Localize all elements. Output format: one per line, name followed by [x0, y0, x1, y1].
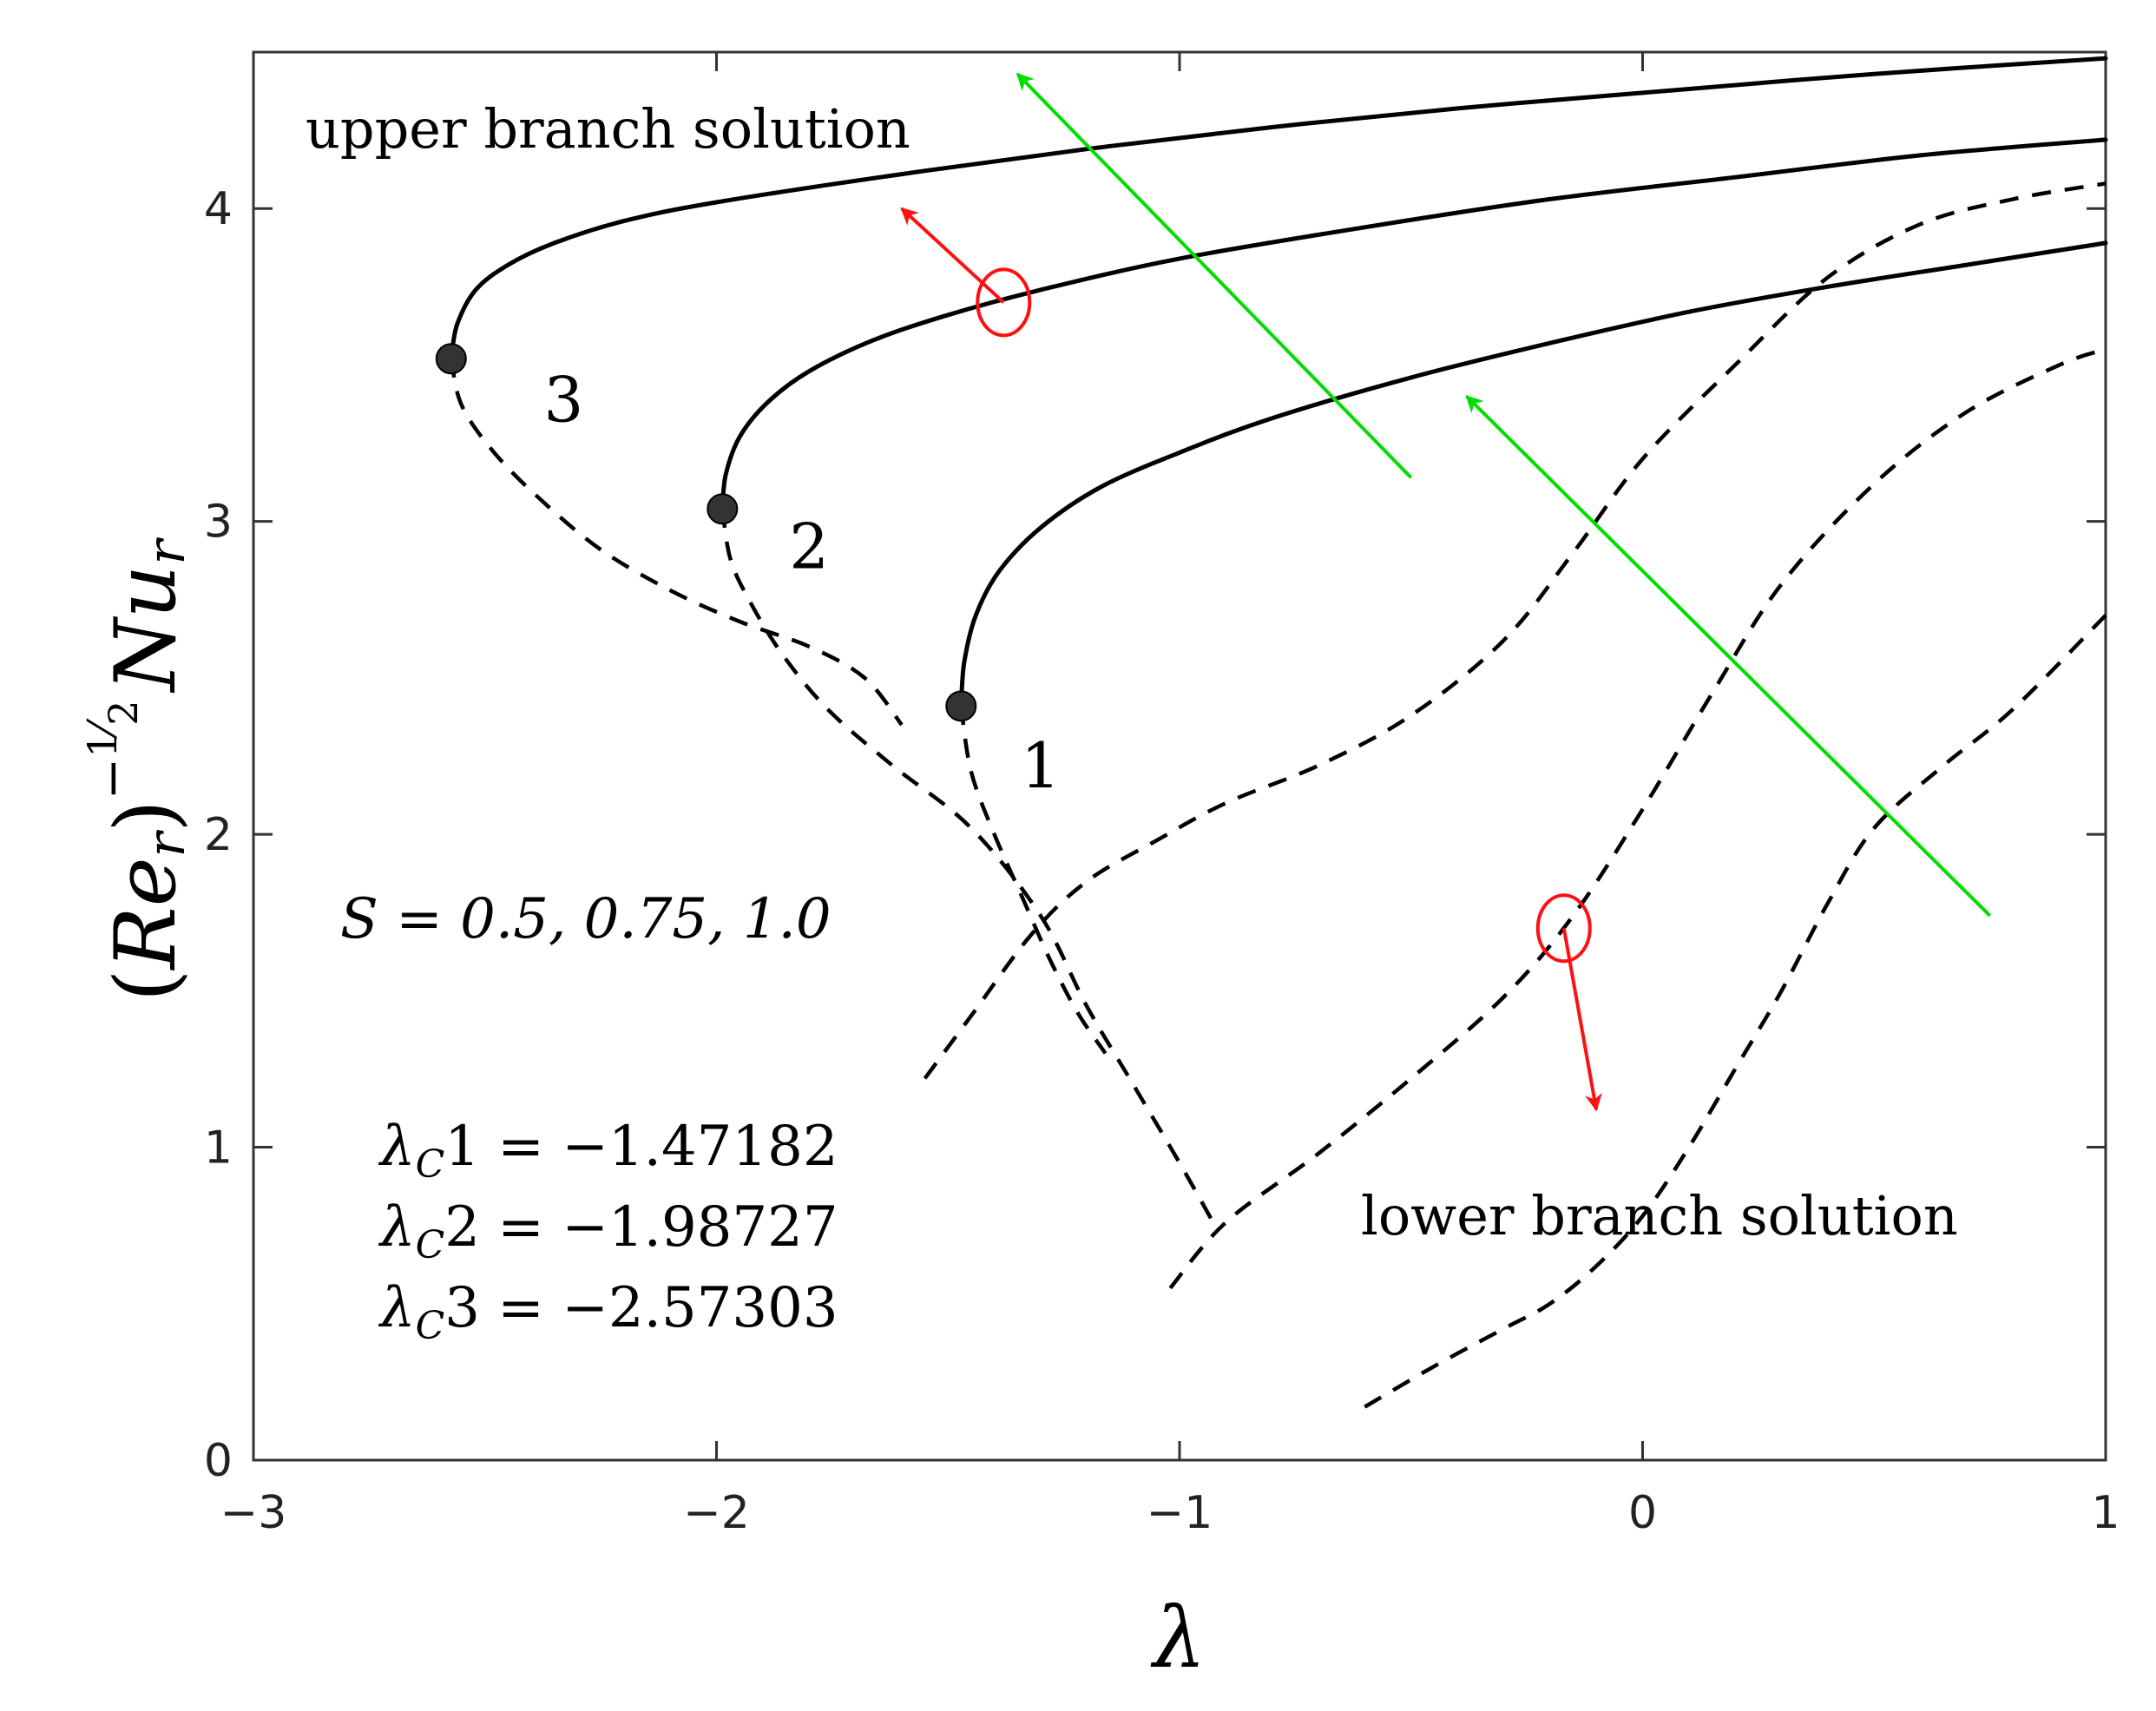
- critical-values: λC1 = −1.47182 λC2 = −1.98727 λC3 = −2.5…: [378, 1115, 838, 1348]
- x-axis-label: λ: [1150, 1589, 1206, 1687]
- curve-3-lower-branch: [449, 358, 904, 727]
- curve-1-lower-branch: [923, 181, 2107, 1080]
- y-tick-label: 4: [204, 183, 233, 235]
- y-tick-label: 3: [204, 497, 233, 549]
- arrows: [900, 72, 1992, 1112]
- y-label-nu: Nu: [97, 565, 194, 694]
- curve-labels: 1 2 3: [544, 363, 1061, 802]
- y-label-close: ): [97, 800, 194, 832]
- red-arrow: [900, 207, 1005, 304]
- y-tick-label: 2: [204, 809, 233, 861]
- y-label-re-sub: r: [136, 829, 197, 857]
- green-arrow: [1465, 395, 1992, 918]
- critical-value-2: λC2 = −1.98727: [378, 1195, 838, 1267]
- curve-3-upper-branch: [449, 56, 2108, 361]
- upper-branch-label: upper branch solution: [306, 97, 910, 161]
- green-arrow: [1016, 72, 1413, 479]
- curve-2-upper-branch: [720, 137, 2108, 511]
- axis-ticks: −3 −2 −1 0 1 0 1 2 3 4: [204, 52, 2120, 1539]
- x-tick-label: −3: [220, 1487, 287, 1539]
- critical-point-3: [435, 343, 467, 375]
- y-label-exp-num: 1: [79, 732, 126, 757]
- curve-1-lower-branch: [959, 705, 1108, 1055]
- curve-number-label: 3: [544, 363, 584, 436]
- red-ellipse: [1535, 893, 1592, 964]
- x-tick-label: −2: [683, 1487, 750, 1539]
- y-tick-label: 1: [204, 1122, 233, 1175]
- parameter-label: S = 0.5, 0.75, 1.0: [340, 887, 832, 951]
- plot-area: [252, 50, 2107, 1462]
- x-tick-label: 1: [2091, 1487, 2120, 1539]
- y-axis-label: (Rer)−1⁄2Nur: [79, 537, 197, 1002]
- svg-text:(Rer)−1⁄2Nur: (Rer)−1⁄2Nur: [79, 537, 197, 1002]
- curve-1-upper-branch: [958, 240, 2108, 708]
- curve-number-label: 1: [1021, 729, 1061, 802]
- y-tick-label: 0: [204, 1435, 233, 1487]
- y-label-nu-sub: r: [136, 537, 197, 565]
- y-label-open: (: [97, 970, 194, 1002]
- lower-branch-label: lower branch solution: [1361, 1184, 1958, 1247]
- red-ellipse: [976, 267, 1032, 338]
- y-label-re: Re: [97, 857, 194, 971]
- critical-value-3: λC3 = −2.57303: [378, 1276, 838, 1348]
- curve-number-label: 2: [789, 510, 829, 583]
- y-label-exp-den: 2: [100, 700, 147, 725]
- curve-2-lower-branch: [720, 508, 1219, 1230]
- curves: [449, 56, 2108, 1409]
- critical-points: [435, 343, 977, 722]
- critical-point-2: [707, 493, 739, 525]
- x-tick-label: 0: [1628, 1487, 1657, 1539]
- x-tick-label: −1: [1147, 1487, 1213, 1539]
- curve-2-lower-branch: [1168, 347, 2107, 1290]
- curve-3-lower-branch: [1364, 614, 2107, 1409]
- red-arrow: [1561, 927, 1602, 1112]
- y-label-exp: −: [82, 758, 141, 800]
- critical-point-1: [945, 690, 977, 722]
- critical-value-1: λC1 = −1.47182: [378, 1115, 838, 1187]
